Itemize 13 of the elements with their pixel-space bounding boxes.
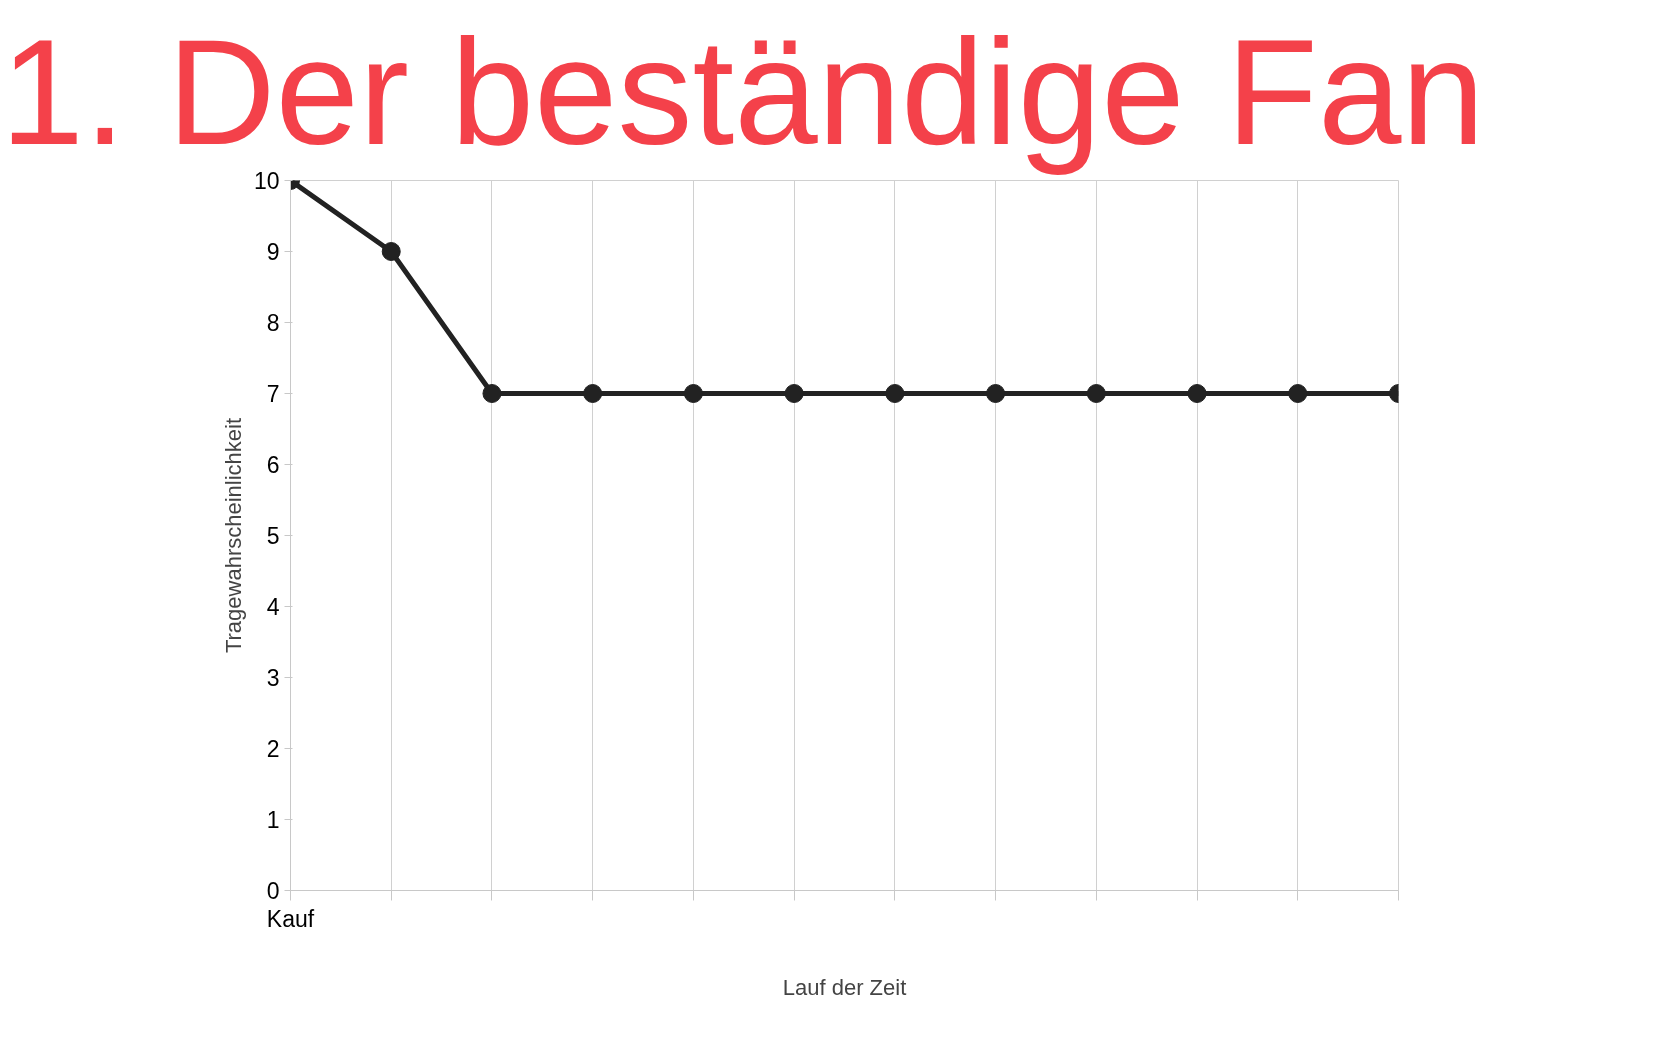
y-tick-label: 6 (266, 452, 280, 478)
y-tick-label: 3 (266, 665, 280, 691)
y-tick-label: 0 (266, 878, 280, 904)
y-tick-label: 9 (266, 239, 280, 265)
y-tick-label: 1 (266, 807, 280, 833)
x-axis-title: Lauf der Zeit (782, 974, 907, 1000)
y-tick-label: 2 (266, 736, 280, 762)
y-axis-title: Tragewahrscheinlichkeit (220, 417, 246, 654)
y-tick-label: 8 (266, 310, 280, 336)
y-tick-label: 5 (266, 523, 280, 549)
x-tick-label: Kauf (266, 905, 315, 932)
y-tick-label: 7 (266, 381, 280, 407)
y-tick-label: 4 (266, 594, 280, 620)
